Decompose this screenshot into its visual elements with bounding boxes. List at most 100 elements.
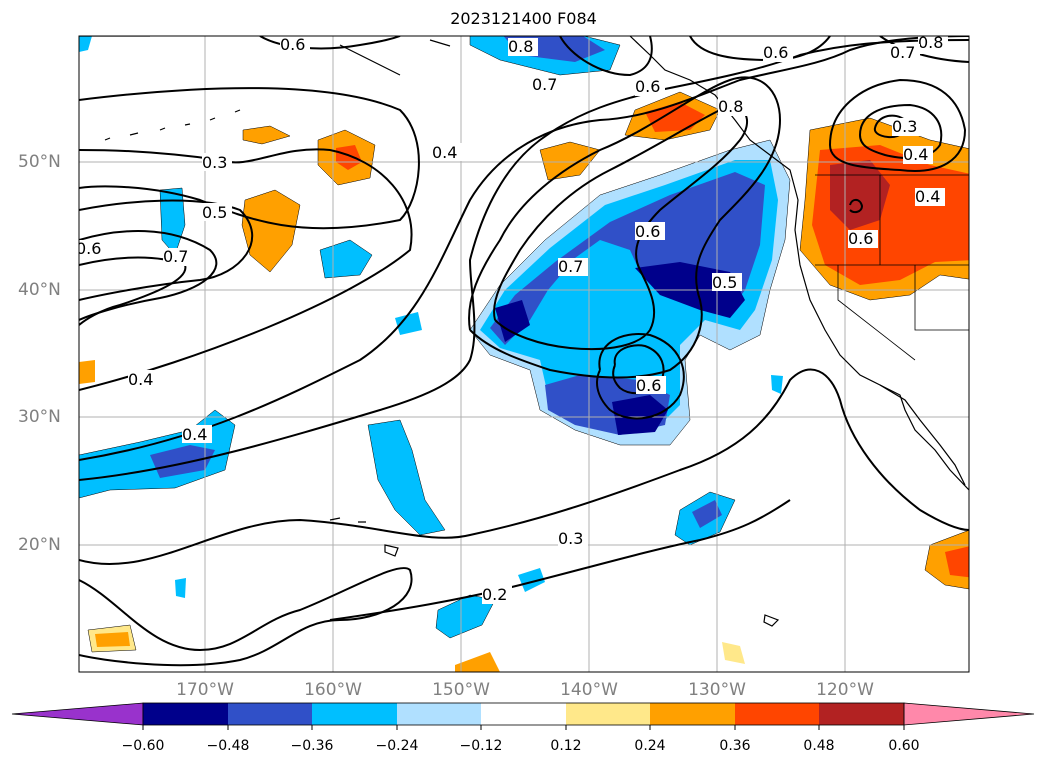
alaska-coastline	[79, 36, 451, 76]
contour-label-group: 0.6 0.8 0.7 0.6 0.8 0.6 0.7 0.8 0.3 0.4 …	[76, 35, 948, 604]
contour-label: 0.3	[202, 153, 227, 172]
lat-label-30n: 30°N	[18, 407, 61, 427]
negative-anomaly-region	[159, 187, 186, 256]
positive-anomaly-region	[455, 652, 500, 672]
contour-line	[259, 36, 401, 50]
colorbar-label: −0.24	[375, 738, 419, 754]
colorbar-label: −0.48	[206, 738, 250, 754]
negative-anomaly-core	[692, 500, 722, 528]
positive-anomaly-region	[539, 141, 601, 181]
contour-line	[849, 198, 864, 214]
lat-label-50n: 50°N	[18, 152, 61, 172]
negative-anomaly-region	[395, 312, 422, 335]
map-plot-area: 0.6 0.8 0.7 0.6 0.8 0.6 0.7 0.8 0.3 0.4 …	[76, 35, 969, 672]
contour-label: 0.6	[848, 229, 873, 248]
colorbar-under-triangle	[11, 702, 144, 726]
baja-california-coastline	[879, 384, 966, 486]
contour-label: 0.6	[76, 239, 101, 258]
contour-label: 0.4	[903, 145, 928, 164]
colorbar-frame	[142, 702, 905, 726]
contour-label: 0.7	[558, 257, 583, 276]
colorbar-ticks	[142, 725, 905, 730]
contour-label: 0.3	[892, 117, 917, 136]
aleutian-islands	[104, 109, 241, 141]
lat-label-20n: 20°N	[18, 535, 61, 555]
negative-anomaly-region	[435, 594, 496, 639]
lon-label-160w: 160°W	[304, 680, 362, 700]
colorbar-label: 0.48	[803, 738, 835, 754]
positive-anomaly-core	[95, 632, 130, 647]
contour-label: 0.4	[128, 370, 153, 389]
negative-anomaly-region	[319, 239, 373, 279]
colorbar-label: −0.36	[290, 738, 334, 754]
contour-label: 0.2	[482, 585, 507, 604]
map-title: 2023121400 F084	[450, 9, 597, 28]
contour-line	[596, 333, 685, 420]
colorbar-segment	[228, 703, 312, 725]
hawaii-islands	[329, 517, 399, 557]
colorbar-segment	[650, 703, 735, 725]
contour-line	[329, 499, 791, 621]
colorbar-segment	[397, 703, 481, 725]
negative-anomaly-region	[367, 419, 446, 536]
contour-line	[79, 230, 218, 321]
state-borders	[815, 174, 969, 361]
anomaly-fills	[79, 36, 969, 672]
lon-label-140w: 140°W	[560, 680, 618, 700]
negative-anomaly-max	[612, 395, 668, 435]
colorbar-label: 0.12	[550, 738, 582, 754]
lon-label-170w: 170°W	[176, 680, 234, 700]
contour-line	[79, 256, 187, 326]
contour-label: 0.5	[202, 203, 227, 222]
negative-anomaly-region	[79, 36, 92, 52]
colorbar-segment	[481, 703, 566, 725]
colorbar-label: 0.36	[719, 738, 751, 754]
contour-label: 0.7	[532, 75, 557, 94]
contour-line	[559, 36, 653, 77]
colorbar-over-triangle	[903, 702, 1035, 726]
positive-anomaly-region	[241, 189, 301, 273]
contour-label: 0.4	[915, 187, 940, 206]
colorbar-segment	[312, 703, 397, 725]
contour-label: 0.6	[280, 35, 305, 54]
positive-anomaly-core	[945, 546, 969, 578]
colorbar	[11, 702, 1035, 730]
contour-line	[859, 103, 943, 159]
contour-label: 0.7	[163, 247, 188, 266]
contour-line	[468, 76, 782, 379]
contour-label: 0.6	[636, 376, 661, 395]
contour-label: 0.4	[182, 425, 207, 444]
negative-anomaly-region	[175, 578, 186, 598]
positive-anomaly-region	[79, 360, 95, 384]
lat-label-40n: 40°N	[18, 280, 61, 300]
negative-anomaly-region	[771, 375, 783, 394]
negative-anomaly-core	[490, 172, 765, 345]
lon-label-150w: 150°W	[432, 680, 490, 700]
contour-label: 0.7	[890, 43, 915, 62]
negative-anomaly-core	[150, 445, 215, 478]
colorbar-label: 0.24	[634, 738, 666, 754]
lon-label-120w: 120°W	[816, 680, 874, 700]
contour-label: 0.4	[432, 143, 457, 162]
colorbar-segment	[735, 703, 819, 725]
contour-lines	[79, 36, 969, 667]
contour-line	[79, 87, 420, 230]
colorbar-label: 0.60	[888, 738, 920, 754]
positive-anomaly-region	[242, 125, 291, 145]
contour-label: 0.3	[558, 529, 583, 548]
island-outline	[763, 614, 780, 627]
contour-line	[493, 106, 749, 351]
negative-anomaly-max	[495, 300, 530, 342]
contour-label: 0.8	[718, 97, 743, 116]
lon-label-130w: 130°W	[688, 680, 746, 700]
map-frame	[78, 35, 970, 673]
contour-line	[79, 148, 413, 391]
colorbar-segment	[566, 703, 650, 725]
colorbar-segment	[143, 703, 228, 725]
contour-line	[79, 199, 254, 301]
contour-label: 0.5	[712, 273, 737, 292]
contour-line	[79, 567, 413, 667]
colorbar-label: −0.60	[121, 738, 165, 754]
contour-line	[829, 78, 967, 172]
